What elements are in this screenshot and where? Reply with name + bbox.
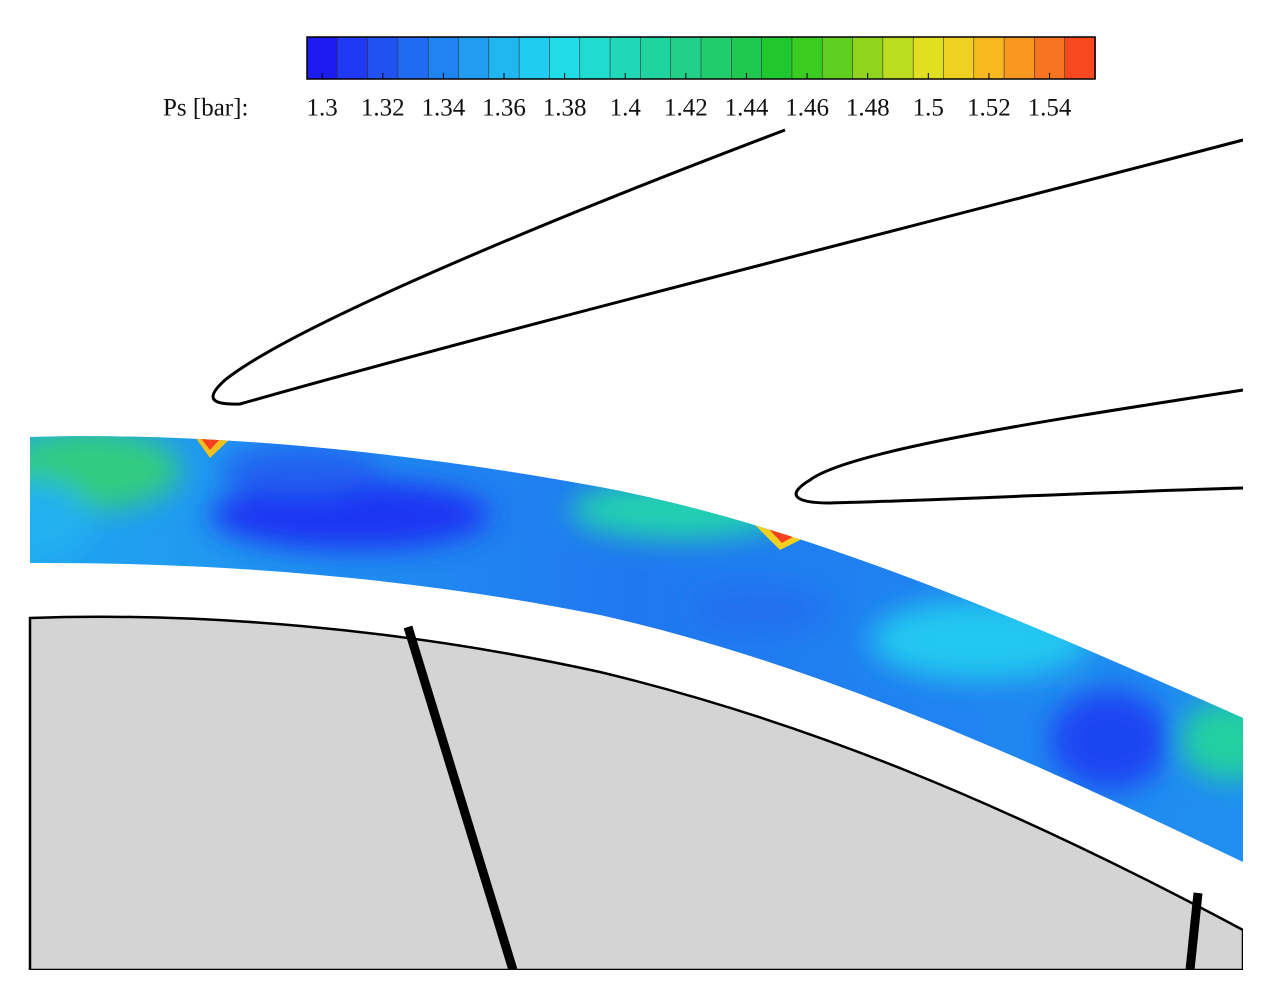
rotor-blade [1185,892,1203,971]
colorbar-band [427,36,460,80]
colorbar-band [912,36,945,80]
hotspot [200,437,222,450]
colorbar-tick-label: 1.48 [846,95,890,122]
bottom-margin [0,970,1266,1000]
colorbar-band [1064,36,1096,80]
colorbar-tick-label: 1.42 [664,95,708,122]
colorbar-frame [306,36,1096,80]
hub [28,615,1245,972]
colorbar-label: Ps [bar]: [163,95,248,122]
colorbar-band [397,36,430,80]
colorbar: 1.3 1.32 1.34 1.36 1.38 1.4 1.42 1.44 1.46 1.48 1.… [306,36,1096,122]
colorbar-tick-label: 1.46 [785,95,829,122]
stator-blade [794,388,1244,505]
colorbar-band [670,36,702,80]
colorbar-band [791,36,824,80]
colorbar-band [852,36,884,80]
colorbar-band [579,36,611,80]
colorbar-band [549,36,581,80]
colorbar-band [609,36,642,80]
colorbar-band [1003,36,1036,80]
colorbar-band [640,36,672,80]
colorbar-band [1034,36,1066,80]
colorbar-tick-label: 1.32 [361,95,405,122]
colorbar-band [337,36,369,80]
colorbar-band [973,36,1005,80]
colorbar-band [518,36,551,80]
colorbar-tick-label: 1.36 [482,95,526,122]
colorbar-tick-label: 1.38 [543,95,587,122]
colorbar-band [458,36,490,80]
colorbar-band [488,36,520,80]
colorbar-tick-label: 1.4 [610,95,642,122]
rotor-blade [403,625,518,972]
colorbar-band [306,36,339,80]
colorbar-band [700,36,733,80]
right-margin [1243,0,1266,1000]
colorbar-band [821,36,854,80]
colorbar-band [882,36,914,80]
field-contours [30,436,1243,790]
stator-blade [211,128,1244,406]
colorbar-tick-label: 1.3 [307,95,338,122]
colorbar-tick-label: 1.5 [913,95,944,122]
colorbar-tick-label: 1.44 [725,95,769,122]
colorbar-band [943,36,975,80]
colorbar-tick-label: 1.52 [967,95,1011,122]
colorbar-tick-label: 1.54 [1028,95,1072,122]
colorbar-band [367,36,399,80]
colorbar-band [731,36,763,80]
colorbar-tick-label: 1.34 [422,95,466,122]
colorbar-band [761,36,793,80]
